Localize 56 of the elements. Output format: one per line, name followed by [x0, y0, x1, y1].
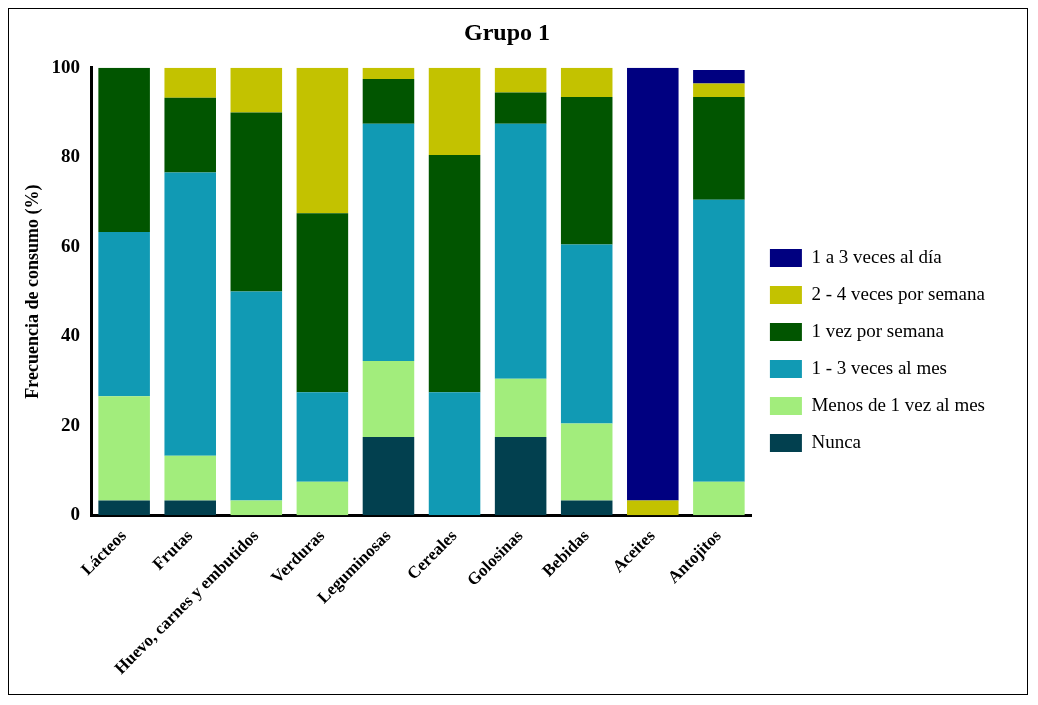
- bar: [560, 423, 613, 501]
- bar: [494, 92, 547, 124]
- bar: [693, 96, 745, 200]
- bar: [164, 455, 216, 501]
- bar: [362, 360, 415, 438]
- bar: [428, 392, 481, 516]
- bar: [362, 67, 415, 79]
- bar: [693, 481, 745, 516]
- y-tick-label: 20: [61, 413, 81, 435]
- y-tick-label: 60: [61, 234, 81, 256]
- chart-title: Grupo 1: [463, 18, 551, 45]
- y-tick-label: 100: [51, 55, 81, 77]
- bar: [98, 500, 150, 516]
- bar: [494, 437, 547, 516]
- bar: [230, 291, 283, 501]
- bar: [362, 437, 415, 516]
- bar: [627, 67, 679, 501]
- bar: [560, 500, 613, 516]
- legend-label: 1 vez por semana: [811, 319, 945, 341]
- bar: [428, 67, 481, 156]
- bar: [230, 67, 283, 113]
- legend-label: Menos de 1 vez al mes: [811, 393, 986, 415]
- bar: [98, 67, 150, 233]
- bar: [296, 481, 349, 516]
- bar: [164, 67, 216, 98]
- bar: [164, 172, 216, 456]
- bar: [693, 70, 745, 84]
- bar: [560, 67, 613, 97]
- y-tick-label: 40: [61, 324, 81, 346]
- y-tick-label: 80: [61, 145, 81, 167]
- y-tick-label: 0: [70, 503, 81, 525]
- bar: [296, 392, 349, 482]
- bar: [494, 123, 547, 379]
- bar: [362, 78, 415, 124]
- legend-label: 2 - 4 veces por semana: [811, 282, 986, 304]
- bar: [98, 396, 150, 501]
- legend-label: 1 a 3 veces al día: [811, 245, 943, 267]
- bar: [164, 500, 216, 516]
- bar: [693, 199, 745, 482]
- bar: [296, 67, 349, 214]
- bar: [230, 500, 283, 516]
- bar: [98, 232, 150, 397]
- bar: [494, 378, 547, 438]
- bar: [362, 123, 415, 361]
- bar: [560, 96, 613, 245]
- legend-label: Nunca: [811, 430, 862, 452]
- bar: [560, 244, 613, 424]
- bar: [693, 83, 745, 97]
- legend-label: 1 - 3 veces al mes: [811, 356, 948, 378]
- bar: [428, 155, 481, 393]
- bar: [164, 97, 216, 173]
- bar: [230, 112, 283, 292]
- bar: [296, 213, 349, 393]
- bar: [627, 500, 679, 516]
- bar: [494, 67, 547, 93]
- y-axis-title: Frecuencia de consumo (%): [22, 184, 44, 399]
